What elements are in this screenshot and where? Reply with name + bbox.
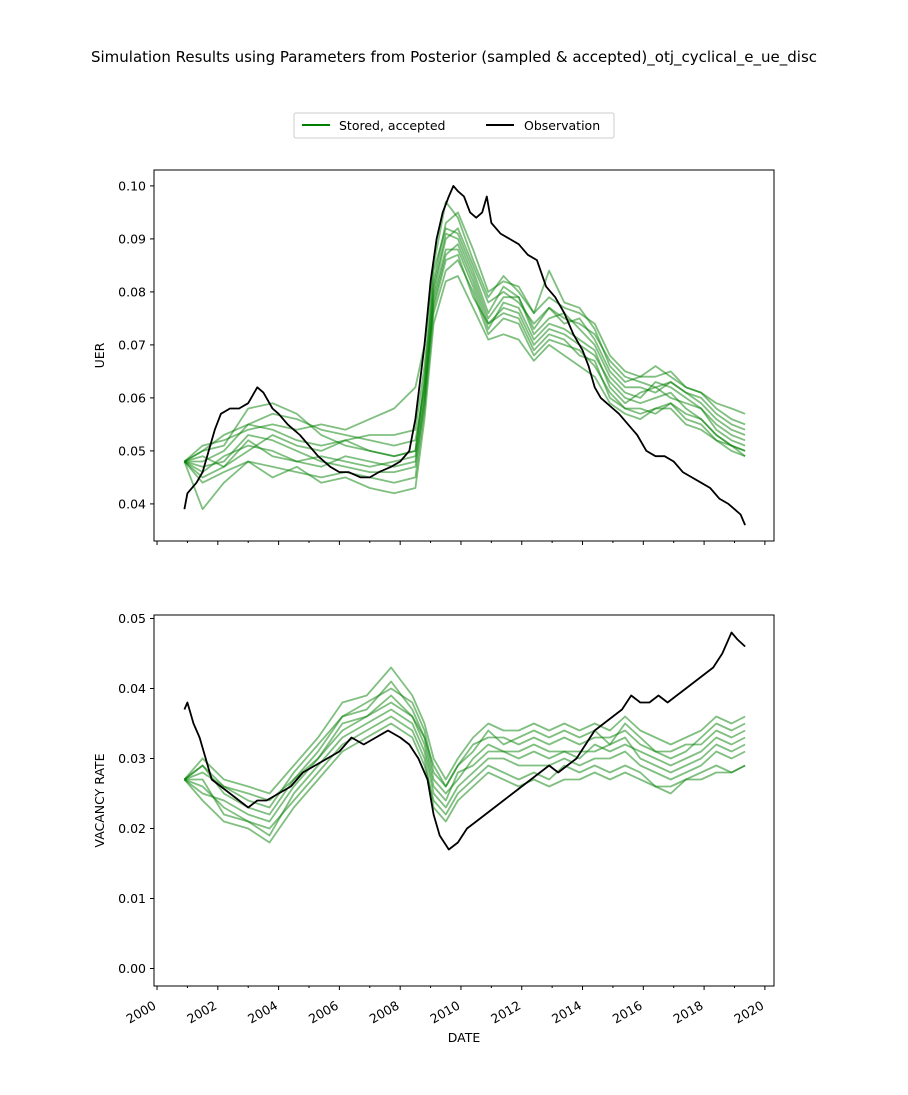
y-tick-label: 0.01: [118, 891, 146, 906]
observation-line: [183, 185, 746, 526]
simulation-line-2: [184, 708, 746, 837]
x-tick-label: 2008: [367, 998, 402, 1027]
x-axis-label: DATE: [448, 1030, 481, 1045]
x-tick-label: 2016: [610, 998, 645, 1027]
y-axis-label: VACANCY RATE: [92, 753, 107, 847]
x-tick-label: 2002: [184, 998, 219, 1027]
simulation-line-10: [183, 253, 746, 479]
x-tick-label: 2000: [123, 998, 158, 1027]
observation-line: [183, 631, 746, 851]
y-tick-label: 0.08: [118, 284, 146, 299]
simulation-line-6: [183, 275, 746, 511]
simulation-line-8: [184, 248, 746, 473]
y-tick-label: 0.05: [118, 611, 146, 626]
simulation-line-7: [183, 232, 746, 463]
vacancy-rate-panel: 0.00 0.01 0.02 0.03 0.04 0.05 2000 2002 2004 2006…: [92, 611, 775, 1045]
axes-frame: [153, 169, 775, 542]
simulation-line-8: [183, 680, 746, 802]
simulation-line-5: [183, 666, 746, 795]
legend-label-stored-accepted: Stored, accepted: [339, 118, 445, 133]
x-tick-label: 2010: [427, 998, 462, 1027]
figure-title: Simulation Results using Parameters from…: [91, 48, 817, 67]
y-tick-label: 0.09: [118, 231, 146, 246]
y-tick-label: 0.07: [118, 337, 146, 352]
simulation-line-4: [183, 722, 746, 844]
y-tick-label: 0.06: [118, 390, 146, 405]
simulation-line-5: [183, 200, 746, 463]
x-tick-label: 2006: [306, 998, 341, 1027]
y-tick-label: 0.04: [118, 681, 146, 696]
x-tick-label: 2014: [549, 998, 584, 1027]
axes-frame: [153, 614, 775, 987]
y-tick-label: 0.04: [118, 496, 146, 511]
y-tick-label: 0.10: [118, 178, 146, 193]
legend-frame: [293, 112, 615, 139]
y-axis-label: UER: [92, 342, 107, 368]
uer-panel: 0.04 0.05 0.06 0.07 0.08 0.09 0.10 UER: [92, 169, 775, 545]
simulation-line-7: [184, 715, 746, 830]
y-tick-label: 0.00: [118, 961, 146, 976]
legend: Stored, accepted Observation: [293, 112, 615, 139]
x-tick-label: 2012: [488, 998, 523, 1027]
y-tick-label: 0.03: [118, 751, 146, 766]
x-tick-label: 2018: [671, 998, 706, 1027]
simulation-line-1: [183, 701, 746, 816]
simulation-line-9: [184, 227, 746, 463]
y-tick-label: 0.02: [118, 821, 146, 836]
x-tick-label: 2004: [245, 998, 280, 1027]
x-tick-label: 2020: [731, 998, 766, 1027]
y-tick-label: 0.05: [118, 443, 146, 458]
legend-label-observation: Observation: [524, 118, 600, 133]
simulation-line-6: [183, 694, 746, 823]
